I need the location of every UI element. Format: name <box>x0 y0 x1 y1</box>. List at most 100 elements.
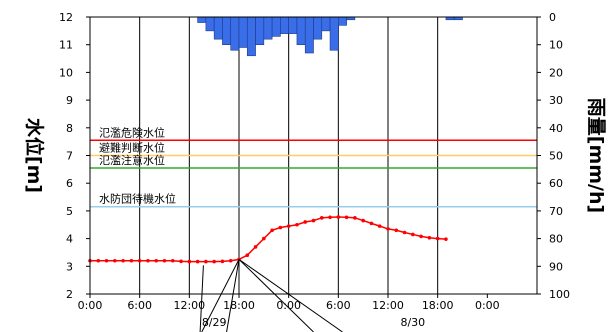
rainfall-bar <box>296 16 306 46</box>
rainfall-bar <box>205 16 215 32</box>
water-level-point <box>262 236 266 241</box>
water-level-point <box>344 215 349 220</box>
y-left-axis-title: 水位[m] <box>23 118 46 193</box>
rainfall-bar <box>222 16 232 46</box>
x-tick-label: 18:00 <box>422 299 454 312</box>
y-left-tick-label: 2 <box>66 288 73 301</box>
y-right-tick-label: 20 <box>549 66 563 79</box>
y-left-tick-label: 12 <box>59 11 73 24</box>
y-right-tick-label: 100 <box>549 288 570 301</box>
water-level-point <box>353 216 357 220</box>
rainfall-bar <box>263 16 273 40</box>
y-right-tick-label: 0 <box>549 11 556 24</box>
x-tick-label: 0:00 <box>475 299 500 312</box>
rainfall-bar <box>238 16 248 48</box>
y-right-tick-label: 80 <box>549 233 563 246</box>
water-level-point <box>377 224 382 228</box>
water-level-point <box>245 253 250 258</box>
water-level-point <box>179 259 183 264</box>
water-level-series <box>88 215 448 264</box>
y-left-tick-label: 3 <box>66 260 73 273</box>
water-level-point <box>444 237 448 241</box>
rainfall-bar <box>313 16 323 40</box>
y-right-axis-title: 雨量[mm/h] <box>585 98 607 213</box>
water-level-point <box>319 216 324 220</box>
water-level-point <box>220 259 225 264</box>
y-right-tick-label: 10 <box>549 39 563 52</box>
water-level-point <box>162 258 167 263</box>
rainfall-bar <box>321 16 331 32</box>
rainfall-bar <box>329 16 339 51</box>
x-tick-label: 18:00 <box>223 299 255 312</box>
reference-label-2: 氾濫注意水位 <box>99 153 165 167</box>
y-left-tick-label: 4 <box>66 233 73 246</box>
water-level-point <box>96 258 101 263</box>
callout-line-1 <box>226 259 240 332</box>
water-level-point <box>121 258 125 263</box>
y-left-tick-label: 5 <box>66 205 73 218</box>
y-left-tick-label: 7 <box>66 150 73 163</box>
water-level-point <box>336 215 341 219</box>
water-level-point <box>195 259 200 264</box>
rainfall-bar <box>271 16 281 37</box>
water-level-point <box>402 230 407 235</box>
water-level-point <box>104 258 109 263</box>
y-right-tick-label: 70 <box>549 205 563 218</box>
water-level-point <box>303 220 308 224</box>
rainfall-bar <box>280 16 289 34</box>
water-level-point <box>361 218 365 223</box>
x-tick-label: 0:00 <box>276 299 301 312</box>
x-tick-label: 6:00 <box>326 299 351 312</box>
water-level-point <box>137 258 142 263</box>
rainfall-bar <box>304 16 314 54</box>
y-right-tick-label: 40 <box>549 122 563 135</box>
rainfall-bars <box>197 16 463 57</box>
water-level-point <box>295 222 299 227</box>
callout-line-3 <box>238 258 343 332</box>
water-level-point <box>129 258 134 263</box>
y-left-tick-label: 10 <box>59 66 73 79</box>
water-level-point <box>435 236 440 241</box>
rainfall-bar <box>288 16 298 34</box>
y-right-tick-label: 50 <box>549 150 563 163</box>
rainfall-bar <box>197 16 207 23</box>
callout-line-0 <box>201 259 240 332</box>
water-level-point <box>212 259 216 264</box>
axis-labels: 2 3 4 5 6 7 8 9 10 11 12 0 10 20 30 40 50 60 70 80 90 100 0:00… <box>23 11 607 329</box>
water-level-point <box>204 259 208 264</box>
y-left-tick-label: 11 <box>59 39 73 52</box>
water-level-point <box>170 258 175 263</box>
x-tick-label: 0:00 <box>78 299 103 312</box>
water-level-point <box>328 215 332 220</box>
reference-label-0: 氾濫危険水位 <box>99 125 165 139</box>
y-left-tick-label: 9 <box>66 94 73 107</box>
water-level-point <box>411 232 415 237</box>
water-level-point <box>386 227 390 231</box>
rainfall-bar <box>213 16 223 40</box>
y-right-tick-label: 90 <box>549 260 563 273</box>
water-level-point <box>228 258 233 263</box>
water-level-line <box>90 216 446 263</box>
water-level-point <box>427 235 432 240</box>
rainfall-bar <box>246 16 256 57</box>
water-level-point <box>187 259 192 264</box>
reference-label-1: 避難判断水位 <box>99 141 165 155</box>
y-left-tick-label: 6 <box>66 177 73 190</box>
rainfall-bar <box>255 16 265 46</box>
reference-label-3: 水防団待機水位 <box>99 192 176 206</box>
rainfall-bar <box>230 16 240 51</box>
date-label: 8/29 <box>202 316 227 329</box>
water-level-point <box>286 224 291 228</box>
water-level-point <box>369 221 374 226</box>
water-level-point <box>419 234 423 239</box>
callout-line-extra <box>199 265 204 332</box>
callout-lines <box>199 258 343 332</box>
y-right-tick-label: 60 <box>549 177 563 190</box>
callout-line-2 <box>238 259 314 332</box>
x-tick-label: 12:00 <box>372 299 404 312</box>
y-left-tick-label: 8 <box>66 122 73 135</box>
date-label: 8/30 <box>400 316 425 329</box>
water-level-point <box>146 258 150 263</box>
